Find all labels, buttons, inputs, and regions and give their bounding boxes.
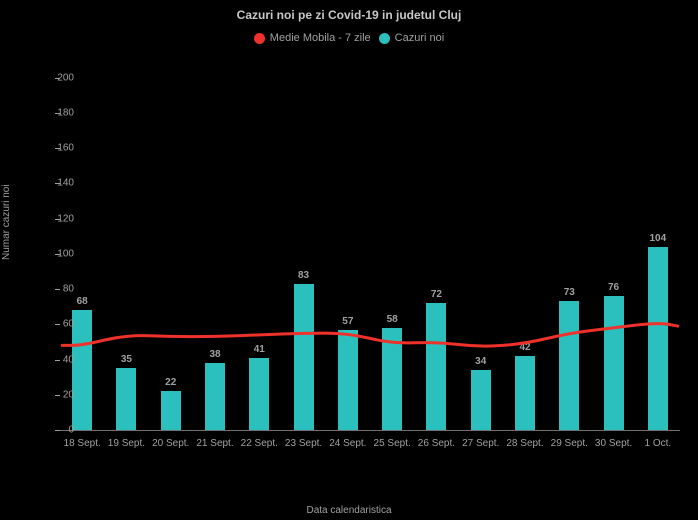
legend-item-bar: Cazuri noi bbox=[379, 32, 445, 44]
y-tick-label: 180 bbox=[44, 107, 74, 118]
y-tick-label: 100 bbox=[44, 248, 74, 259]
bar-value-label: 35 bbox=[121, 354, 132, 365]
bar bbox=[116, 368, 136, 430]
x-tick-label: 26 Sept. bbox=[418, 438, 455, 449]
x-tick-label: 27 Sept. bbox=[462, 438, 499, 449]
bar bbox=[338, 330, 358, 430]
x-tick-label: 29 Sept. bbox=[551, 438, 588, 449]
legend-label-bar: Cazuri noi bbox=[395, 32, 445, 44]
y-tick-label: 60 bbox=[44, 319, 74, 330]
y-axis-label: Numar cazuri noi bbox=[1, 184, 12, 260]
bar-value-label: 58 bbox=[387, 314, 398, 325]
bar-value-label: 42 bbox=[519, 342, 530, 353]
x-tick-label: 18 Sept. bbox=[64, 438, 101, 449]
bar-value-label: 73 bbox=[564, 287, 575, 298]
legend: Medie Mobila - 7 zile Cazuri noi bbox=[0, 32, 698, 44]
x-tick-label: 21 Sept. bbox=[196, 438, 233, 449]
bar bbox=[471, 370, 491, 430]
bar bbox=[205, 363, 225, 430]
bar bbox=[648, 247, 668, 430]
bar-value-label: 83 bbox=[298, 270, 309, 281]
y-tick-label: 200 bbox=[44, 72, 74, 83]
y-tick-label: 140 bbox=[44, 178, 74, 189]
x-tick-label: 1 Oct. bbox=[645, 438, 672, 449]
bar-value-label: 57 bbox=[342, 316, 353, 327]
y-tick-label: 20 bbox=[44, 389, 74, 400]
bar bbox=[249, 358, 269, 430]
y-tick-label: 40 bbox=[44, 354, 74, 365]
bar bbox=[604, 296, 624, 430]
x-axis-line bbox=[60, 430, 680, 431]
bar-value-label: 34 bbox=[475, 356, 486, 367]
chart-title: Cazuri noi pe zi Covid-19 in judetul Clu… bbox=[0, 0, 698, 22]
y-tick-label: 0 bbox=[44, 425, 74, 436]
bar-value-label: 41 bbox=[254, 344, 265, 355]
bar bbox=[515, 356, 535, 430]
legend-label-line: Medie Mobila - 7 zile bbox=[270, 32, 371, 44]
bar bbox=[294, 284, 314, 430]
x-tick-label: 19 Sept. bbox=[108, 438, 145, 449]
bar bbox=[161, 391, 181, 430]
bar-value-label: 38 bbox=[209, 349, 220, 360]
x-tick-label: 23 Sept. bbox=[285, 438, 322, 449]
trend-line bbox=[60, 60, 680, 432]
x-tick-label: 22 Sept. bbox=[241, 438, 278, 449]
bar bbox=[72, 310, 92, 430]
x-axis-label: Data calendaristica bbox=[0, 505, 698, 516]
bar bbox=[382, 328, 402, 430]
bar-value-label: 68 bbox=[77, 296, 88, 307]
chart-container: Cazuri noi pe zi Covid-19 in judetul Clu… bbox=[0, 0, 698, 520]
x-tick-label: 30 Sept. bbox=[595, 438, 632, 449]
legend-swatch-bar bbox=[379, 33, 390, 44]
x-tick-label: 25 Sept. bbox=[374, 438, 411, 449]
legend-swatch-line bbox=[254, 33, 265, 44]
bar-value-label: 76 bbox=[608, 282, 619, 293]
legend-item-line: Medie Mobila - 7 zile bbox=[254, 32, 371, 44]
y-tick-label: 80 bbox=[44, 284, 74, 295]
y-tick-label: 160 bbox=[44, 143, 74, 154]
bar-value-label: 104 bbox=[650, 233, 667, 244]
plot-area: 68 18 Sept. 35 19 Sept. 22 20 Sept. 38 21 Sept.… bbox=[60, 60, 680, 460]
bar-value-label: 72 bbox=[431, 289, 442, 300]
x-tick-label: 20 Sept. bbox=[152, 438, 189, 449]
x-tick-label: 24 Sept. bbox=[329, 438, 366, 449]
y-tick-label: 120 bbox=[44, 213, 74, 224]
bar bbox=[559, 301, 579, 430]
bar bbox=[426, 303, 446, 430]
x-tick-label: 28 Sept. bbox=[506, 438, 543, 449]
bar-value-label: 22 bbox=[165, 377, 176, 388]
